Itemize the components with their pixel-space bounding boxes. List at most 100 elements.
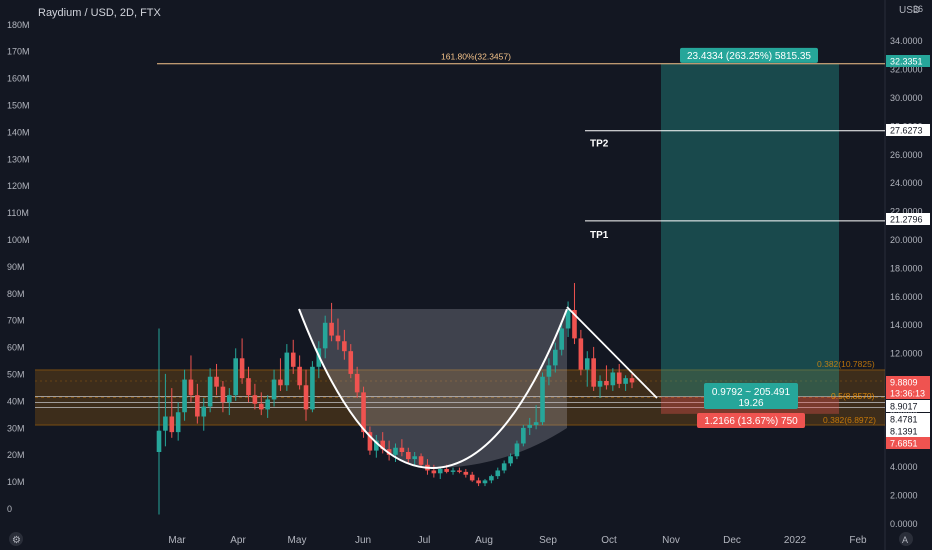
candle-body [175,412,181,433]
target-label: 23.4334 (263.25%) 5815.35 [687,51,811,62]
price-label: 21.2796 [890,215,923,225]
stop-label: 1.2166 (13.67%) 750 [704,416,798,427]
candle-body [310,366,315,410]
price-label-bg [886,213,930,225]
candle-body [284,352,290,386]
volume-tick-label: 50M [7,370,25,380]
candle-body [246,378,251,396]
volume-tick-label: 100M [7,235,30,245]
price-label: 8.4781 [890,415,918,425]
currency-label[interactable]: USD [899,5,921,16]
candle-body [367,432,373,451]
candle-body [335,335,341,342]
candle-body [508,456,513,464]
volume-tick-label: 180M [7,20,30,30]
candle-body [412,456,417,460]
price-label-bg [886,55,930,67]
candle-body [278,379,283,386]
candle-body [258,403,264,410]
candle-body [572,310,577,339]
candle-body [405,452,411,460]
candle-body [604,381,609,386]
candle-body [163,416,168,431]
price-label-bg [886,376,930,388]
price-label: 32.3351 [890,57,923,67]
price-tick-label: 24.0000 [890,178,923,188]
candle-body [374,440,379,451]
candle-body [169,416,175,433]
candle-body [444,469,449,472]
candle-body [214,376,219,387]
candle-body [578,338,584,370]
candle-body [290,352,296,367]
candle-body [361,392,366,433]
candle-body [540,376,545,423]
candle-body [201,406,207,417]
candle-body [220,386,226,403]
price-label: 13:36:13 [890,389,925,399]
candle-body [610,372,616,386]
candle-body [418,456,424,465]
tp1-label: TP1 [590,230,609,241]
target-zone [661,63,839,397]
candle-body [521,427,526,444]
candle-body [616,372,622,384]
tp2-label: TP2 [590,139,609,150]
candle-body [156,430,162,452]
entry-label-bg [704,383,798,409]
candle-body [188,379,194,396]
candle-body [348,351,354,374]
fib-382-lower-label: 0.382(6.8972) [823,415,876,425]
price-label: 7.6851 [890,439,918,449]
price-label-bg [886,437,930,449]
candle-body [329,322,334,336]
candle-body [546,365,552,377]
top-scale-label: 36 [913,4,923,14]
chart-title: Raydium / USD, 2D, FTX [38,7,161,19]
candle-body [252,395,258,404]
gear-icon [9,532,23,546]
price-tick-label: 2.0000 [890,491,918,501]
candle-body [629,378,635,383]
time-tick-label: 2022 [784,535,807,546]
price-label: 9.8809 [890,378,918,388]
time-tick-label: Jun [355,535,371,546]
volume-tick-label: 90M [7,262,25,272]
candle-body [437,469,443,474]
candle-body [501,463,507,471]
candle-body [457,470,462,472]
candle-body [469,474,475,481]
candle-body [584,358,590,370]
candle-body [399,447,405,452]
candle-body [297,366,302,386]
candle-body [431,470,437,474]
volume-tick-label: 170M [7,47,30,57]
price-tick-label: 26.0000 [890,150,923,160]
price-tick-label: 20.0000 [890,235,923,245]
cup-curve [298,308,568,470]
volume-tick-label: 20M [7,450,25,460]
handle-trendline [566,306,658,399]
time-tick-label: Mar [168,535,186,546]
volume-tick-label: 80M [7,289,25,299]
price-label: 8.9017 [890,402,918,412]
price-label-bg [886,425,930,437]
time-tick-label: Aug [475,535,493,546]
candle-body [552,349,558,366]
candle-body [303,385,309,410]
time-tick-label: Apr [230,535,246,546]
price-label-bg [886,387,930,399]
candle-body [239,358,245,379]
candle-body [482,480,488,484]
volume-tick-label: 60M [7,343,25,353]
candle-body [386,449,392,455]
volume-tick-label: 10M [7,477,25,487]
time-tick-label: Jul [418,535,431,546]
price-label-bg [886,400,930,412]
candle-body [489,476,494,481]
candle-body [207,376,213,407]
price-label: 8.1391 [890,427,918,437]
volume-tick-label: 40M [7,396,25,406]
candle-body [565,310,571,329]
